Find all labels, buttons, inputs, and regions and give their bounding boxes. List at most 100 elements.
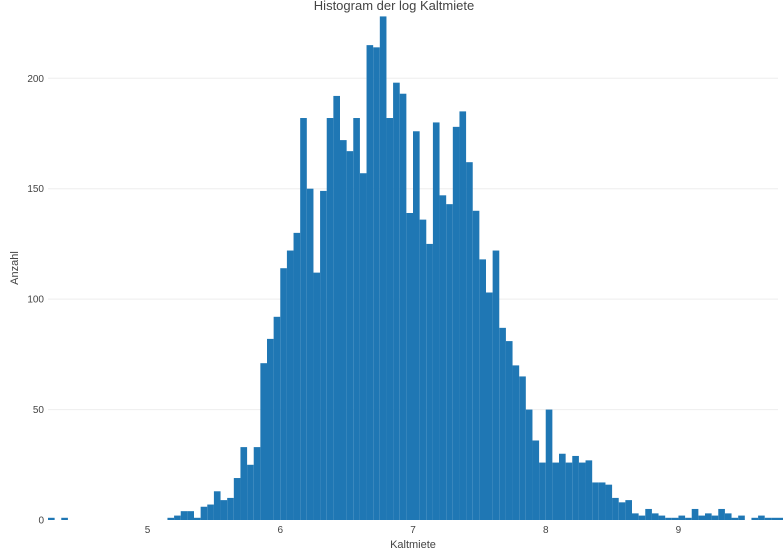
x-tick-label: 8: [543, 525, 549, 536]
histogram-bar: [399, 93, 407, 520]
histogram-bar: [61, 517, 68, 520]
histogram-bar: [625, 500, 632, 520]
histogram-bar: [466, 162, 473, 521]
histogram-bar: [293, 232, 301, 520]
x-axis-title: Kaltmiete: [390, 539, 436, 550]
histogram-bar: [758, 515, 765, 520]
y-tick-label: 50: [33, 405, 45, 416]
histogram-bar: [48, 517, 55, 520]
x-tick-label: 5: [145, 525, 151, 536]
histogram-bar: [300, 118, 307, 520]
histogram-bar: [326, 118, 334, 520]
histogram-bar: [419, 219, 427, 521]
histogram-bar: [426, 243, 433, 521]
x-axis-ticks: 5 6 7 8 9: [145, 525, 682, 536]
histogram-bar: [711, 515, 719, 520]
histogram-bar: [194, 517, 201, 520]
histogram-bar: [200, 506, 208, 520]
histogram-bar: [346, 151, 354, 520]
histogram-bar: [247, 464, 254, 520]
histogram-bar: [545, 409, 553, 520]
histogram-bar: [778, 517, 783, 520]
histogram-bar: [671, 517, 679, 520]
histogram-bar: [459, 111, 467, 521]
histogram-bar: [439, 195, 447, 521]
x-tick-label: 7: [410, 525, 416, 536]
histogram-bar: [559, 453, 566, 520]
histogram-bar: [240, 447, 248, 520]
histogram-bar: [612, 497, 619, 520]
histogram-bar: [167, 517, 175, 520]
histogram-bar: [386, 118, 394, 520]
histogram-bar: [187, 511, 194, 520]
histogram-bar: [532, 440, 540, 520]
histogram-bar: [432, 122, 440, 520]
histogram-bar: [678, 515, 686, 520]
histogram-bar: [691, 508, 699, 520]
histogram-bar: [578, 462, 586, 520]
histogram-bar: [452, 126, 460, 520]
x-tick-label: 6: [277, 525, 283, 536]
histogram-bars: [48, 16, 783, 521]
histogram-bar: [233, 478, 241, 520]
histogram-bar: [572, 455, 579, 520]
histogram-bar: [764, 517, 772, 520]
histogram-bar: [180, 511, 188, 520]
histogram-bar: [253, 447, 261, 520]
histogram-bar: [472, 210, 480, 521]
histogram-bar: [731, 517, 739, 520]
histogram-bar: [373, 47, 380, 520]
x-tick-label: 9: [676, 525, 682, 536]
histogram-bar: [227, 497, 234, 520]
histogram-bar: [771, 517, 778, 520]
histogram-bar: [525, 409, 533, 520]
y-tick-label: 200: [27, 74, 44, 85]
histogram-bar: [698, 515, 705, 520]
histogram-bar: [207, 504, 214, 520]
histogram-bar: [565, 462, 573, 520]
histogram-bar: [658, 515, 666, 520]
histogram-bar: [492, 250, 500, 520]
histogram-bar: [645, 508, 652, 520]
histogram-bar: [306, 188, 314, 520]
histogram-bar: [724, 513, 732, 520]
histogram-bar: [552, 462, 559, 520]
histogram-bar: [605, 484, 613, 520]
histogram-bar: [751, 517, 759, 520]
histogram-bar: [685, 517, 692, 520]
histogram-bar: [286, 250, 294, 520]
histogram-bar: [618, 502, 626, 520]
histogram-bar: [174, 515, 181, 520]
histogram-bar: [738, 515, 745, 520]
histogram-bar: [665, 517, 672, 520]
histogram-bar: [353, 118, 360, 520]
y-tick-label: 150: [27, 184, 44, 195]
histogram-bar: [718, 508, 725, 520]
histogram-bar: [638, 515, 646, 520]
histogram-bar: [598, 482, 606, 520]
histogram-bar: [519, 376, 526, 520]
histogram-bar: [359, 173, 367, 520]
histogram-bar: [479, 259, 486, 520]
histogram-bar: [267, 338, 274, 520]
histogram-bar: [313, 272, 321, 520]
histogram-bar: [393, 82, 400, 521]
histogram-bar: [413, 131, 420, 520]
y-axis-title: Anzahl: [9, 251, 21, 285]
histogram-bar: [499, 327, 506, 520]
histogram-bar: [260, 363, 267, 520]
histogram-bar: [486, 292, 493, 520]
y-tick-label: 0: [38, 516, 44, 527]
histogram-bar: [340, 140, 347, 520]
histogram-bar: [651, 513, 659, 520]
histogram-bar: [585, 460, 593, 520]
chart-title: Histogram der log Kaltmiete: [314, 0, 474, 13]
histogram-bar: [406, 212, 413, 520]
histogram-bar: [446, 204, 453, 520]
histogram-bar: [213, 491, 221, 520]
y-axis-ticks: 0 50 100 150 200: [27, 74, 44, 527]
y-tick-label: 100: [27, 295, 44, 306]
histogram-bar: [379, 16, 387, 521]
histogram-bar: [512, 365, 520, 520]
